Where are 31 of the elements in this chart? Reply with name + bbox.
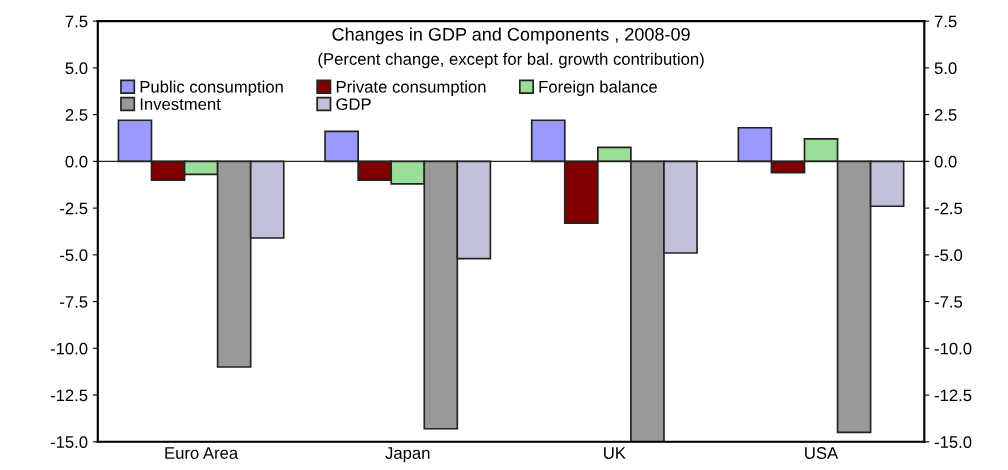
legend-label: GDP [336,98,371,111]
x-tick-label: UK [604,447,626,459]
y2-tick-label: 2.5 [934,109,957,121]
chart-title: Changes in GDP and Components , 2008-09 [332,27,690,45]
x-tick-label: Japan [385,447,430,463]
y-tick-label: -15.0 [50,436,88,448]
y2-tick-label: -10.0 [934,342,972,355]
legend-label: Public consumption [140,80,283,97]
x-tick-label: USA [805,447,839,459]
y2-tick-label: 7.5 [934,15,957,28]
y-tick-label: 5.0 [65,62,88,75]
y-tick-label: 7.5 [65,15,88,28]
y2-tick-label: -12.5 [934,389,972,402]
y-tick-label: -2.5 [60,202,88,215]
text: (Percent change, except for bal. growth contribution) [318,52,704,69]
legend-label: Private consumption [336,80,486,97]
legend-label: Investment [140,98,221,111]
y-tick-label: -5.0 [60,249,88,262]
x-tick-label: Euro Area [165,447,239,459]
y2-tick-label: -2.5 [934,202,963,215]
y2-tick-label: -5.0 [934,249,963,262]
y2-tick-label: -7.5 [934,296,963,308]
y-tick-label: -7.5 [60,296,88,308]
y-tick-label: 0.0 [65,155,88,168]
y2-tick-label: 0.0 [934,155,957,168]
y2-tick-label: -15.0 [934,436,972,448]
y2-tick-label: 5.0 [934,62,957,75]
legend-label: Foreign balance [539,80,657,97]
y-tick-label: 2.5 [65,109,88,121]
y-tick-label: -10.0 [50,342,88,355]
y-tick-label: -12.5 [50,389,88,402]
